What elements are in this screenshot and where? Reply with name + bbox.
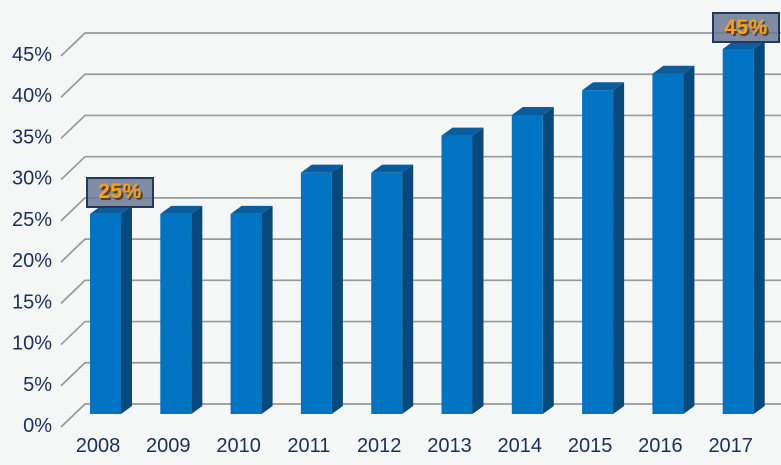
y-tick-label: 30% [12, 168, 52, 190]
data-label-2017-text: 45% [724, 15, 768, 39]
bar-side-2014 [542, 106, 554, 414]
y-tick-label: 35% [12, 126, 52, 148]
bar-side-2009 [191, 205, 203, 414]
bar-2008 [90, 213, 121, 414]
bar-2013 [441, 135, 473, 415]
bar-top-2017 [722, 41, 765, 49]
bar-top-2011 [300, 164, 343, 173]
bar-2012 [371, 172, 403, 414]
bar-2009 [160, 213, 192, 414]
data-label-2008-text: 25% [98, 180, 142, 204]
bar-top-2016 [652, 65, 695, 74]
y-tick-label: 25% [12, 209, 52, 231]
bar-top-2014 [511, 106, 554, 115]
bar-2017 [722, 49, 754, 414]
bar-top-2015 [582, 82, 625, 91]
bar-side-2011 [331, 164, 343, 414]
x-tick-label: 2012 [357, 435, 402, 457]
bar-2016 [652, 73, 684, 414]
x-tick-label: 2008 [76, 435, 121, 457]
x-tick-label: 2015 [568, 435, 613, 457]
x-tick-label: 2010 [216, 435, 261, 457]
x-tick-label: 2013 [427, 435, 472, 457]
data-label-2008: 25% [86, 176, 154, 208]
y-tick-label: 15% [12, 291, 52, 313]
bar-2015 [582, 90, 614, 414]
y-tick-label: 5% [23, 374, 52, 396]
gridline [60, 32, 781, 57]
bar-2014 [511, 114, 543, 414]
bar-top-2013 [441, 127, 484, 136]
bar-side-2017 [753, 41, 765, 414]
y-tick-label: 40% [12, 85, 52, 107]
bar-side-2013 [472, 127, 484, 415]
bar-side-2012 [402, 164, 414, 414]
bar-side-2015 [613, 82, 625, 414]
bar-side-2016 [683, 65, 695, 414]
data-label-2017: 45% [712, 12, 780, 43]
gridline [60, 73, 781, 98]
bar-top-2012 [371, 164, 414, 173]
bar-2010 [230, 213, 262, 414]
y-tick-label: 0% [23, 415, 52, 437]
x-tick-label: 2016 [638, 435, 683, 457]
x-tick-label: 2017 [708, 435, 753, 457]
x-tick-label: 2009 [146, 435, 191, 457]
bar-top-2008 [90, 205, 132, 214]
bar-top-2010 [230, 205, 273, 214]
x-tick-label: 2014 [498, 435, 543, 457]
x-tick-label: 2011 [287, 435, 330, 457]
y-tick-label: 10% [12, 333, 52, 355]
bar-side-2010 [261, 205, 273, 414]
y-tick-label: 45% [12, 44, 52, 66]
y-tick-label: 20% [12, 250, 52, 272]
bar-top-2009 [160, 205, 203, 214]
bar-2011 [300, 172, 332, 414]
bar-side-2008 [121, 205, 132, 414]
